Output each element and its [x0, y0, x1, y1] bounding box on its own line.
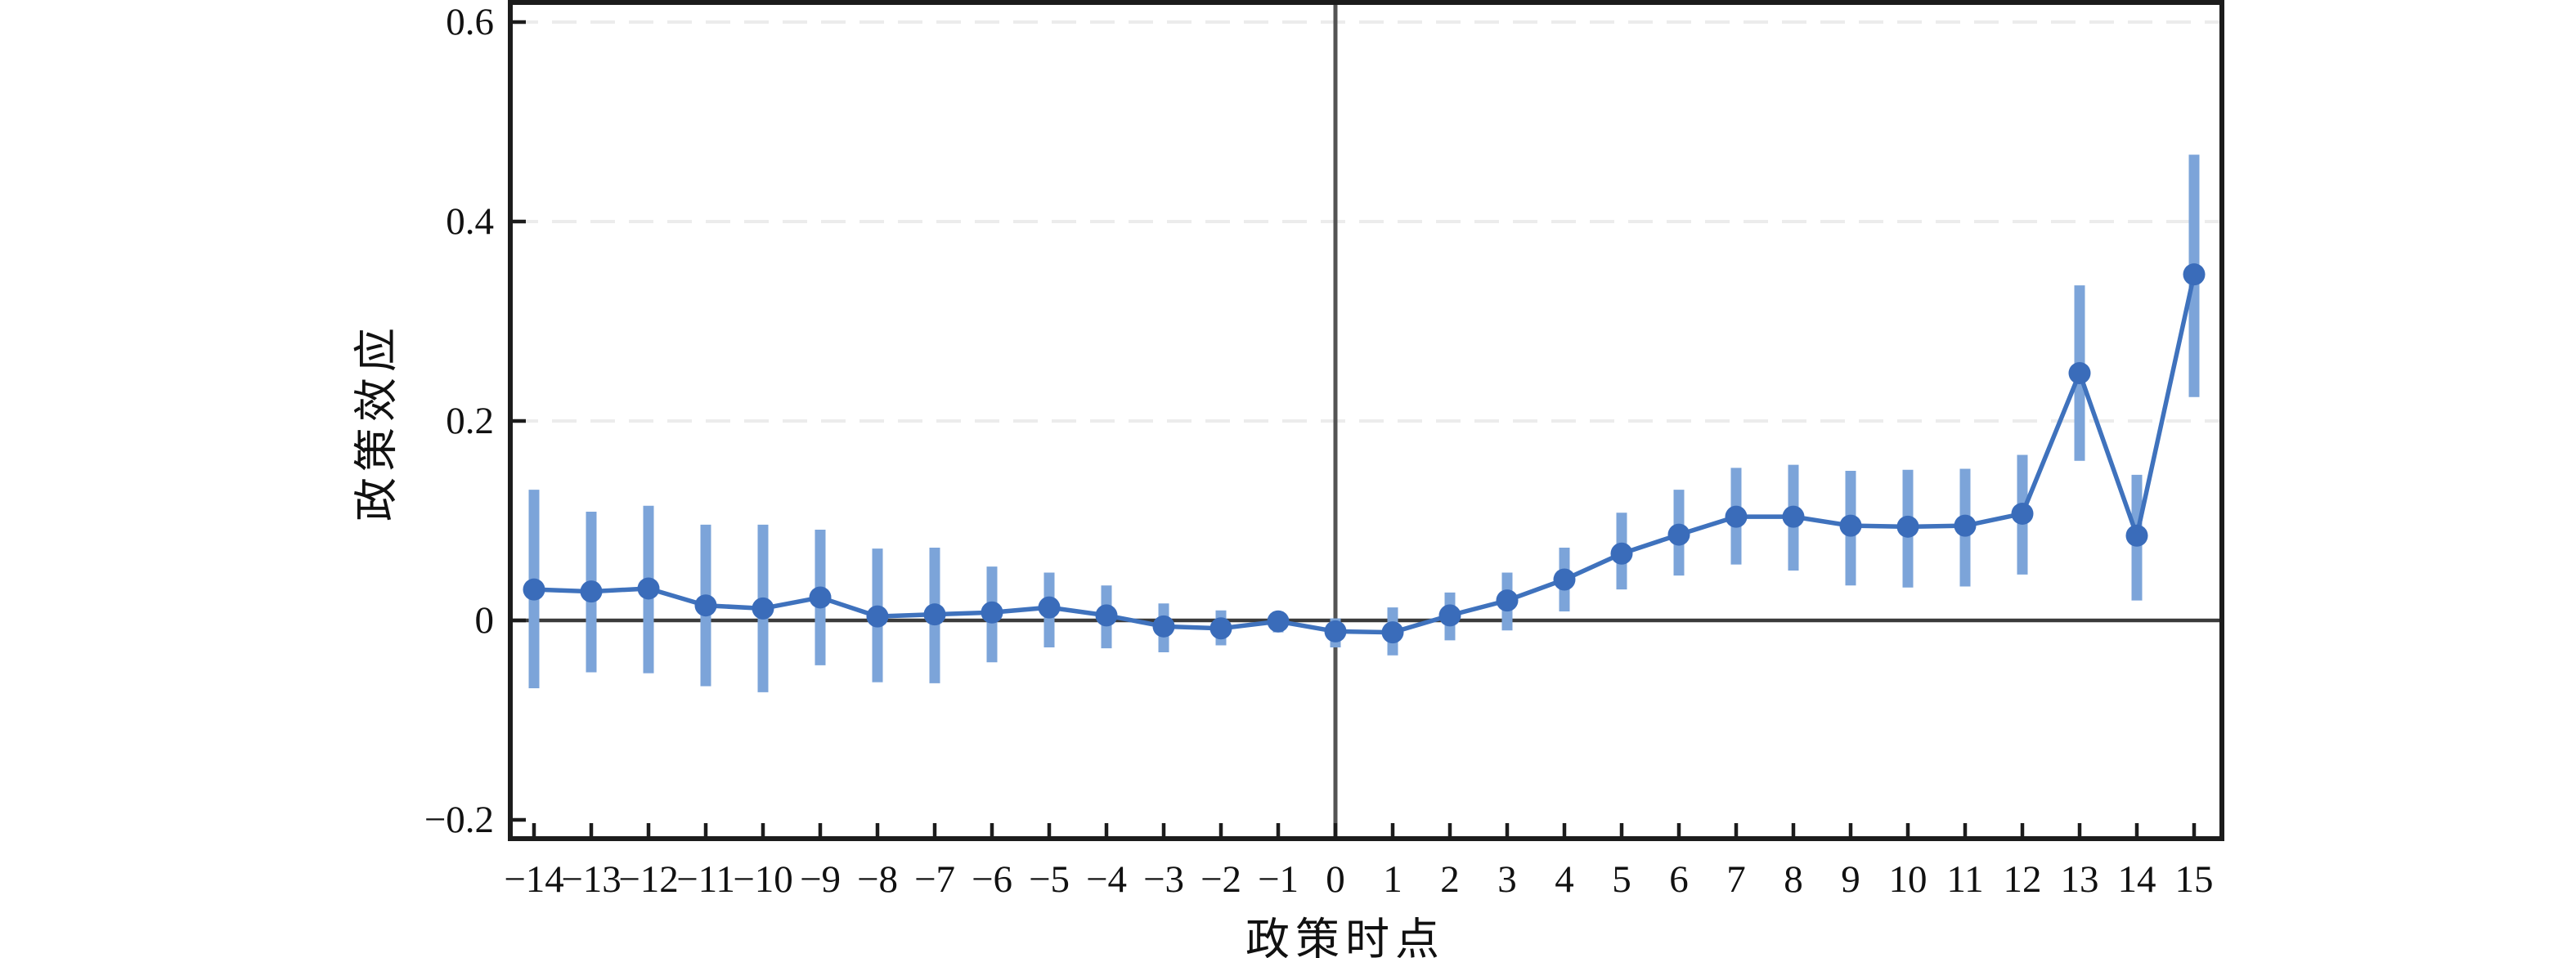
- data-point: [1896, 515, 1919, 538]
- data-point: [1152, 615, 1175, 638]
- data-point: [1038, 596, 1061, 619]
- x-axis-title: 政策时点: [1245, 915, 1445, 958]
- x-tick-label: 12: [2004, 858, 2042, 901]
- x-tick-label: 7: [1726, 858, 1746, 901]
- series-line: [533, 274, 2197, 635]
- y-axis-title: 政策效应: [352, 322, 402, 522]
- x-tick-label: 10: [1889, 858, 1928, 901]
- x-tick-label: 11: [1946, 858, 1983, 901]
- data-point: [1267, 610, 1290, 633]
- x-tick-label: 5: [1612, 858, 1631, 901]
- data-point: [2011, 502, 2034, 525]
- y-tick-label: −0.2: [424, 799, 494, 841]
- x-tick-label: −12: [618, 858, 679, 901]
- data-point: [981, 601, 1003, 624]
- data-point: [2125, 524, 2148, 547]
- data-point: [1095, 604, 1118, 627]
- x-tick-label: −14: [504, 858, 564, 901]
- data-point: [1324, 620, 1347, 642]
- data-point: [1839, 514, 1862, 537]
- x-tick-label: 2: [1440, 858, 1460, 901]
- data-point: [1209, 617, 1232, 640]
- x-tick-label: −2: [1200, 858, 1241, 901]
- x-tick-label: −1: [1258, 858, 1299, 901]
- y-tick-label: 0.2: [446, 400, 494, 442]
- data-point: [2068, 361, 2091, 384]
- x-tick-label: −7: [914, 858, 955, 901]
- y-tick-label: 0.4: [446, 200, 494, 243]
- x-tick-label: −6: [972, 858, 1012, 901]
- data-point: [694, 594, 717, 617]
- data-point: [1667, 523, 1690, 546]
- x-tick-label: 9: [1841, 858, 1860, 901]
- x-tick-label: −13: [561, 858, 622, 901]
- data-point: [1725, 505, 1748, 528]
- x-tick-label: −11: [676, 858, 735, 901]
- data-point: [1553, 568, 1576, 591]
- data-point: [809, 586, 832, 609]
- data-point: [1954, 514, 1977, 537]
- x-tick-label: −4: [1086, 858, 1127, 901]
- x-tick-label: −10: [733, 858, 793, 901]
- data-point: [1782, 505, 1805, 528]
- data-point: [866, 605, 889, 628]
- x-tick-label: 3: [1497, 858, 1517, 901]
- y-tick-label: 0.6: [446, 1, 494, 43]
- x-tick-label: −9: [800, 858, 841, 901]
- plot-border: [508, 0, 2224, 841]
- x-tick-label: 1: [1383, 858, 1402, 901]
- x-tick-label: −8: [857, 858, 898, 901]
- data-point: [1610, 542, 1633, 565]
- x-tick-label: −5: [1029, 858, 1070, 901]
- data-point: [523, 578, 545, 601]
- x-tick-label: 13: [2061, 858, 2099, 901]
- x-tick-label: 0: [1326, 858, 1345, 901]
- x-tick-label: 15: [2175, 858, 2214, 901]
- x-tick-label: 8: [1784, 858, 1803, 901]
- x-tick-label: 6: [1669, 858, 1689, 901]
- y-tick-label: 0: [475, 599, 495, 642]
- x-tick-label: 14: [2118, 858, 2156, 901]
- data-point: [923, 603, 946, 626]
- data-point: [1438, 604, 1461, 627]
- data-point: [2183, 263, 2206, 286]
- x-tick-label: 4: [1555, 858, 1574, 901]
- data-point: [1381, 621, 1404, 644]
- data-point: [580, 580, 603, 603]
- data-point: [637, 577, 660, 600]
- x-tick-label: −3: [1143, 858, 1184, 901]
- data-point: [752, 597, 774, 620]
- data-point: [1496, 589, 1519, 612]
